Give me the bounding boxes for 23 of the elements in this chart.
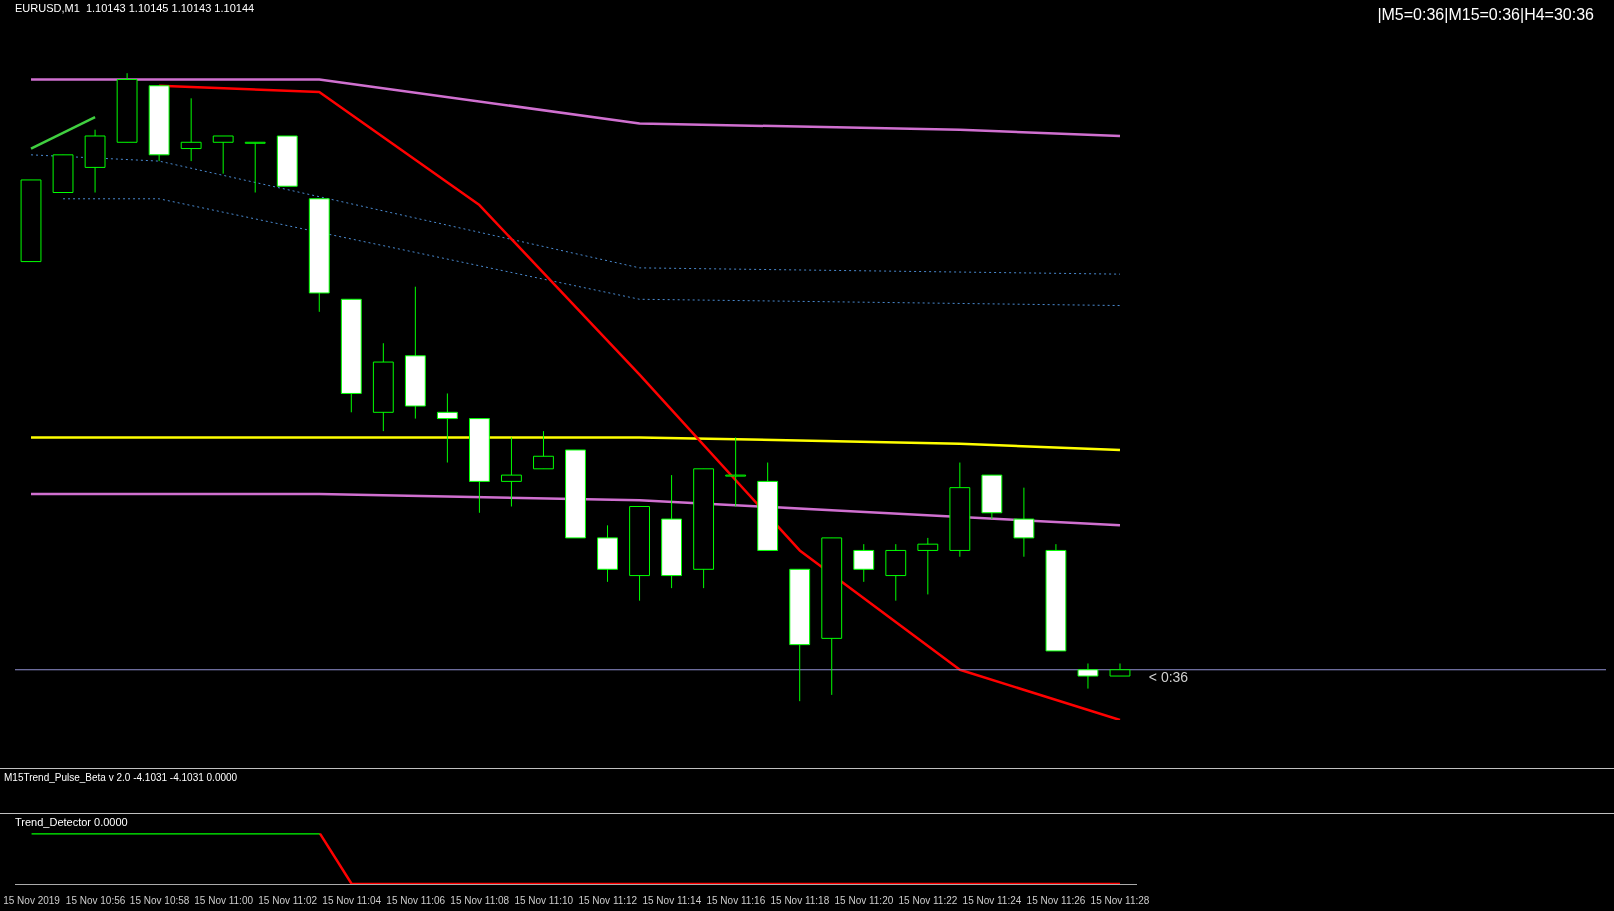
x-tick-label: 15 Nov 11:06 (386, 894, 446, 906)
text: |M5=0:36|M15=0:36|H4=30:36 (1377, 6, 1595, 24)
text: M15Trend_Pulse_Beta v 2.0 -4.1031 -4.1031 0.0000 (4, 772, 238, 783)
x-tick-label: 15 Nov 11:08 (450, 894, 510, 906)
x-tick-label: 15 Nov 11:28 (1090, 894, 1150, 906)
x-tick-label: 15 Nov 11:18 (770, 894, 830, 906)
x-tick-label: 15 Nov 10:58 (129, 894, 190, 906)
x-tick-label: 15 Nov 11:22 (898, 894, 958, 906)
chart-title: Trend_Detector 0.0000 (15, 815, 128, 828)
x-tick-label: 15 Nov 11:24 (962, 894, 1022, 906)
x-tick-label: 15 Nov 11:12 (578, 894, 638, 906)
x-tick-label: 15 Nov 11:10 (514, 894, 574, 906)
x-tick-label: 15 Nov 11:00 (194, 894, 254, 906)
x-tick-label: 15 Nov 11:26 (1026, 894, 1086, 906)
x-tick-label: 15 Nov 2019 (3, 894, 61, 906)
x-tick-label: 15 Nov 11:16 (706, 894, 766, 906)
x-tick-label: 15 Nov 10:56 (65, 894, 126, 906)
x-tick-label: 15 Nov 11:04 (322, 894, 382, 906)
x-tick-label: 15 Nov 11:02 (258, 894, 318, 906)
chart-title: EURUSD,M1 1.10143 1.10145 1.10143 1.10144 (15, 1, 255, 14)
x-tick-label: 15 Nov 11:14 (642, 894, 702, 906)
x-tick-label: 15 Nov 11:20 (834, 894, 894, 906)
ref-line-label: < 0:36 (1148, 668, 1189, 685)
